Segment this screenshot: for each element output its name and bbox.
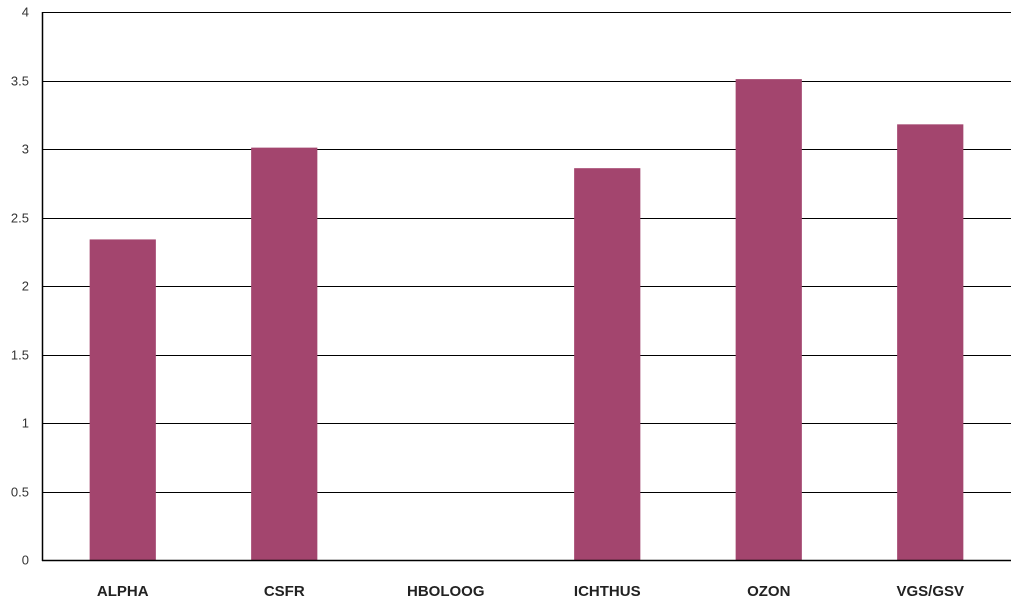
bar-csfr (251, 147, 318, 560)
y-tick-label: 0 (22, 553, 29, 568)
y-tick-label: 0.5 (11, 485, 29, 500)
y-tick-labels: 0 0.5 1 1.5 2 2.5 3 3.5 4 (11, 5, 29, 568)
x-tick-label: OZON (747, 583, 790, 600)
y-tick-label: 1 (22, 416, 29, 431)
x-tick-label: CSFR (264, 583, 305, 600)
bar-alpha (89, 239, 156, 561)
x-tick-label: VGS/GSV (896, 583, 964, 600)
x-tick-labels: ALPHA CSFR HBOLOOG ICHTHUS OZON VGS/GSV (97, 583, 964, 600)
y-tick-label: 3.5 (11, 74, 29, 89)
x-tick-label: HBOLOOG (407, 583, 485, 600)
y-tick-label: 4 (22, 5, 29, 20)
y-tick-label: 1.5 (11, 348, 29, 363)
bars (89, 79, 964, 561)
y-tick-label: 3 (22, 142, 29, 157)
y-tick-label: 2 (22, 279, 29, 294)
axes (41, 12, 1011, 562)
bar-ichthus (574, 168, 641, 560)
bar-vgs-gsv (897, 124, 964, 560)
x-tick-label: ALPHA (97, 583, 149, 600)
x-tick-label: ICHTHUS (574, 583, 641, 600)
y-tick-label: 2.5 (11, 211, 29, 226)
gridlines (42, 12, 1011, 493)
bar-ozon (735, 79, 802, 560)
